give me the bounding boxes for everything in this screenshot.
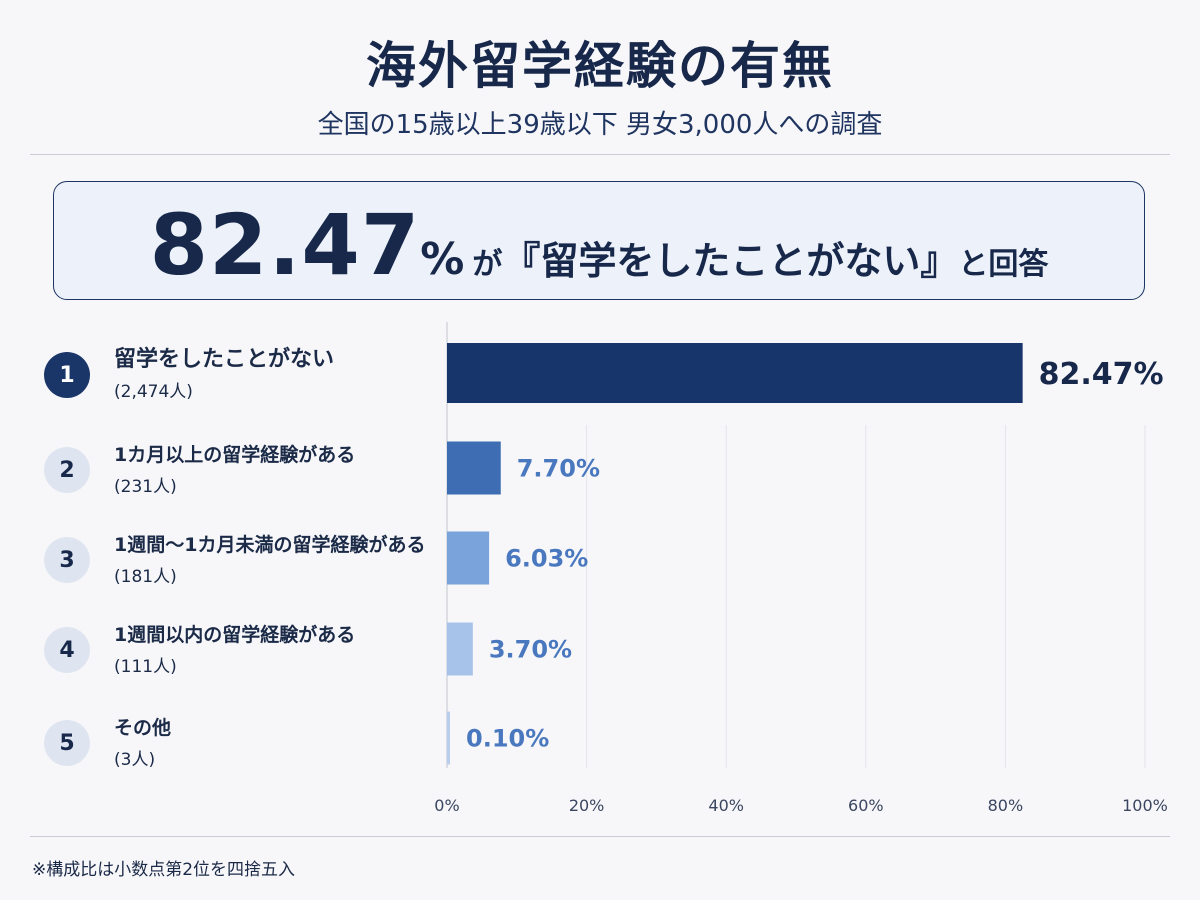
rank-badge: 4: [44, 627, 90, 673]
category-count: (231人): [114, 477, 177, 497]
category-label: 留学をしたことがない: [114, 347, 335, 372]
row-label-5: 5 その他 (3人): [44, 713, 444, 783]
bar: [447, 711, 450, 765]
category-count: (111人): [114, 657, 177, 677]
x-tick-label: 100%: [1122, 796, 1168, 815]
chart-subtitle: 全国の15歳以上39歳以下 男女3,000人への調査: [317, 110, 883, 140]
bottom-divider: [30, 836, 1170, 837]
x-tick-label: 40%: [708, 796, 744, 815]
x-tick-label: 80%: [988, 796, 1024, 815]
headline-quote: 『留学をしたことがない』: [502, 239, 959, 283]
category-label: 1週間〜1カ月未満の留学経験がある: [114, 534, 426, 556]
category-count: (3人): [114, 750, 156, 770]
x-tick-label: 60%: [848, 796, 884, 815]
category-label: 1週間以内の留学経験がある: [114, 624, 356, 646]
headline-percent-sign: %: [420, 234, 465, 285]
rank-badge: 1: [44, 352, 90, 398]
x-tick-label: 0%: [434, 796, 459, 815]
category-label: その他: [114, 717, 172, 739]
bar: [447, 441, 501, 495]
data-label: 6.03%: [505, 545, 588, 573]
data-label: 82.47%: [1039, 357, 1164, 392]
rank-badge: 2: [44, 447, 90, 493]
bar: [447, 343, 1023, 403]
bar: [447, 531, 490, 585]
row-label-1: 1 留学をしたことがない (2,474人): [44, 345, 444, 415]
headline-tail: と回答: [958, 247, 1049, 282]
bar: [447, 622, 473, 676]
row-label-3: 3 1週間〜1カ月未満の留学経験がある (181人): [44, 530, 444, 600]
chart-title: 海外留学経験の有無: [366, 37, 834, 95]
rank-badge: 3: [44, 537, 90, 583]
rank-badge: 5: [44, 720, 90, 766]
headline-number: 82.47: [149, 196, 421, 294]
footnote: ※構成比は小数点第2位を四捨五入: [32, 860, 296, 880]
row-label-2: 2 1カ月以上の留学経験がある (231人): [44, 440, 444, 510]
data-label: 3.70%: [489, 636, 572, 664]
x-tick-label: 20%: [569, 796, 605, 815]
data-label: 0.10%: [466, 725, 549, 753]
top-divider: [30, 154, 1170, 155]
headline-particle: が: [472, 247, 503, 282]
data-label: 7.70%: [517, 455, 600, 483]
headline-text: 82.47% が『留学をしたことがない』と回答: [54, 196, 1144, 294]
row-label-4: 4 1週間以内の留学経験がある (111人): [44, 620, 444, 690]
headline-banner: 82.47% が『留学をしたことがない』と回答: [53, 181, 1145, 300]
category-count: (181人): [114, 567, 177, 587]
category-label: 1カ月以上の留学経験がある: [114, 444, 356, 466]
category-count: (2,474人): [114, 382, 193, 402]
